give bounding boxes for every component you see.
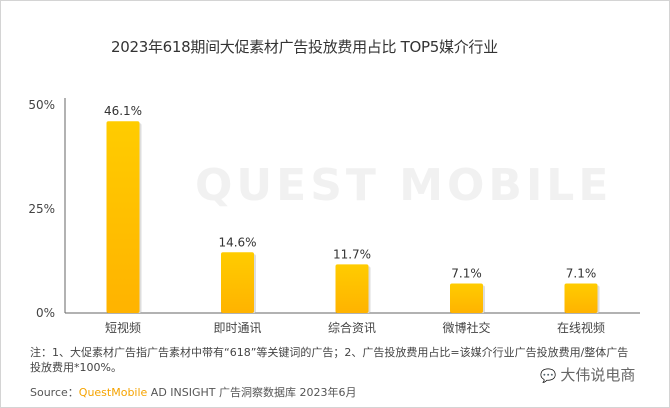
bar [450, 283, 483, 313]
bar [106, 121, 140, 313]
source-brand: QuestMobile [78, 386, 148, 399]
y-tick-label: 25% [28, 202, 55, 216]
x-tick-label: 在线视频 [557, 320, 605, 335]
bar [335, 264, 369, 313]
footnote: 注：1、大促素材广告指广告素材中带有“618”等关键词的广告；2、广告投放费用占… [30, 346, 629, 374]
data-label: 14.6% [218, 235, 256, 249]
bar [564, 283, 598, 313]
source-line: Source：QuestMobile AD INSIGHT 广告洞察数据库 20… [30, 384, 357, 400]
x-tick-label: 即时通讯 [213, 321, 261, 335]
x-tick-label: 短视频 [105, 320, 141, 335]
y-tick-label: 50% [28, 98, 55, 112]
source-prefix: Source： [30, 386, 79, 399]
data-label: 46.1% [104, 104, 142, 118]
chart-title: 2023年618期间大促素材广告投放费用占比 TOP5媒介行业 [111, 38, 498, 56]
data-label: 7.1% [451, 266, 482, 280]
watermark: QUEST MOBILE [195, 160, 613, 211]
bar [221, 252, 254, 313]
wechat-account: 💬 大伟说电商 [540, 364, 635, 385]
x-tick-label: 微博社交 [442, 320, 490, 335]
wechat-icon: 💬 [540, 369, 561, 384]
y-tick-label: 0% [36, 306, 55, 320]
data-label: 7.1% [566, 266, 597, 280]
x-tick-label: 综合资讯 [328, 320, 376, 335]
wechat-account-name: 大伟说电商 [560, 366, 636, 384]
data-label: 11.7% [333, 247, 371, 261]
source-rest: AD INSIGHT 广告洞察数据库 2023年6月 [147, 386, 357, 399]
